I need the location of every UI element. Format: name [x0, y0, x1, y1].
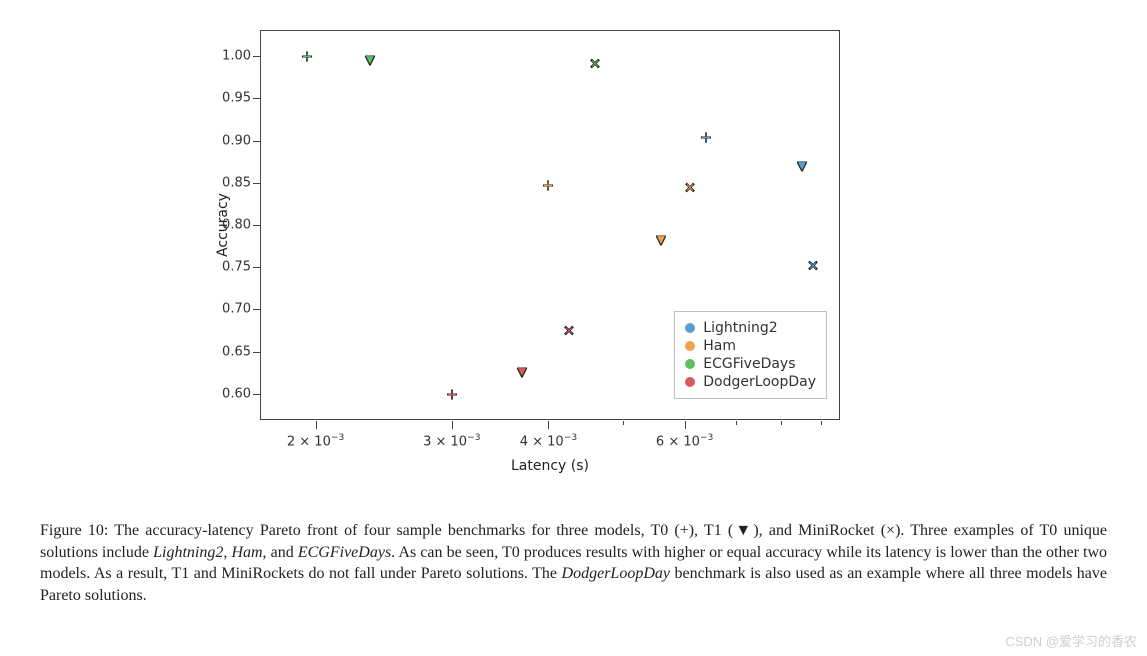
x-tick-label: 4 × 10−3: [520, 433, 577, 449]
y-tick: [253, 309, 261, 310]
y-tick: [253, 394, 261, 395]
y-tick: [253, 141, 261, 142]
x-tick-minor: [781, 421, 782, 425]
data-point: [797, 156, 807, 175]
y-tick: [253, 352, 261, 353]
legend-item: Ham: [685, 338, 816, 354]
data-point: [447, 384, 457, 403]
y-tick-label: 0.90: [211, 133, 251, 148]
legend-item: ECGFiveDays: [685, 356, 816, 372]
x-tick: [316, 421, 317, 429]
page-root: Accuracy Latency (s) 2 × 10−33 × 10−34 ×…: [0, 0, 1147, 656]
watermark-text: CSDN @爱学习的香农: [1005, 631, 1137, 650]
y-tick-label: 1.00: [211, 49, 251, 64]
x-axis-label: Latency (s): [511, 458, 589, 474]
legend-swatch: [685, 341, 695, 351]
data-point: [701, 128, 711, 147]
data-point: [365, 50, 375, 69]
figure-caption: Figure 10: The accuracy-latency Pareto f…: [40, 520, 1107, 606]
data-point: [685, 178, 695, 197]
legend-label: ECGFiveDays: [703, 356, 795, 372]
caption-label: Figure 10:: [40, 522, 108, 539]
legend-swatch: [685, 377, 695, 387]
y-tick: [253, 56, 261, 57]
legend-label: Lightning2: [703, 320, 777, 336]
y-tick: [253, 183, 261, 184]
plot-frame: Accuracy Latency (s) 2 × 10−33 × 10−34 ×…: [260, 30, 840, 420]
x-tick-minor: [821, 421, 822, 425]
y-tick-label: 0.80: [211, 218, 251, 233]
caption-text: The accuracy-latency Pareto front of fou…: [40, 522, 1107, 604]
data-point: [517, 362, 527, 381]
legend-box: Lightning2 Ham ECGFiveDays DodgerLoopDay: [674, 311, 827, 399]
data-point: [590, 54, 600, 73]
legend-swatch: [685, 323, 695, 333]
data-point: [302, 47, 312, 66]
y-tick: [253, 225, 261, 226]
data-point: [543, 175, 553, 194]
y-tick-label: 0.65: [211, 344, 251, 359]
y-tick-label: 0.70: [211, 302, 251, 317]
y-tick: [253, 267, 261, 268]
x-tick: [685, 421, 686, 429]
x-tick-minor: [736, 421, 737, 425]
x-tick-label: 3 × 10−3: [423, 433, 480, 449]
y-tick-label: 0.60: [211, 386, 251, 401]
y-tick: [253, 98, 261, 99]
data-point: [656, 231, 666, 250]
data-point: [564, 321, 574, 340]
legend-swatch: [685, 359, 695, 369]
legend-item: DodgerLoopDay: [685, 374, 816, 390]
x-tick-minor: [623, 421, 624, 425]
chart-container: Accuracy Latency (s) 2 × 10−33 × 10−34 ×…: [180, 20, 880, 490]
legend-label: Ham: [703, 338, 736, 354]
y-tick-label: 0.75: [211, 260, 251, 275]
legend-item: Lightning2: [685, 320, 816, 336]
x-tick: [452, 421, 453, 429]
data-point: [808, 256, 818, 275]
y-tick-label: 0.95: [211, 91, 251, 106]
legend-label: DodgerLoopDay: [703, 374, 816, 390]
x-tick-label: 2 × 10−3: [287, 433, 344, 449]
y-tick-label: 0.85: [211, 175, 251, 190]
x-tick: [548, 421, 549, 429]
x-tick-label: 6 × 10−3: [656, 433, 713, 449]
